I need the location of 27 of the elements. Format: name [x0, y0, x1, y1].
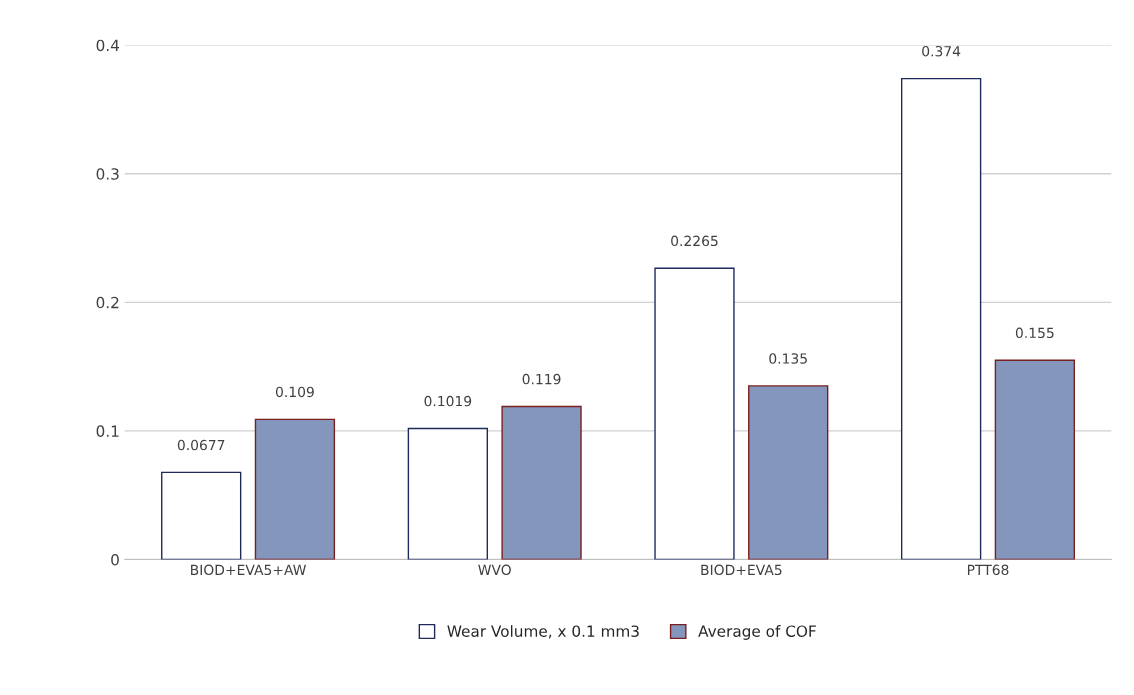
- data-label: 0.2265: [671, 235, 718, 247]
- data-label: 0.109: [275, 386, 314, 398]
- data-label: 0.1019: [424, 395, 472, 407]
- bar: [407, 427, 489, 560]
- data-label: 0.119: [522, 373, 561, 385]
- y-tick-label: 0.1: [96, 425, 119, 437]
- bar: [748, 385, 829, 560]
- bar: [994, 359, 1076, 560]
- y-tick-label: 0.2: [96, 296, 119, 309]
- x-tick-label: BIOD+EVA5: [701, 564, 782, 576]
- x-tick-label: PTT68: [967, 564, 1009, 576]
- x-tick-label: WVO: [478, 564, 511, 576]
- legend-label: Average of COF: [698, 625, 816, 640]
- bar: [900, 77, 982, 560]
- y-tick-label: 0.4: [96, 39, 120, 52]
- y-tick-label: 0.3: [96, 168, 119, 180]
- bar: [161, 471, 242, 560]
- data-label: 0.374: [922, 45, 961, 57]
- data-label: 0.135: [769, 353, 807, 364]
- legend-label: Wear Volume, x 0.1 mm3: [447, 625, 639, 639]
- bar: [501, 405, 582, 560]
- y-tick-label: 0: [111, 553, 119, 566]
- bar: [654, 267, 735, 560]
- data-label: 0.155: [1015, 327, 1054, 339]
- x-tick-label: BIOD+EVA5+AW: [191, 564, 306, 576]
- bar: [254, 418, 336, 560]
- data-label: 0.0677: [177, 439, 225, 451]
